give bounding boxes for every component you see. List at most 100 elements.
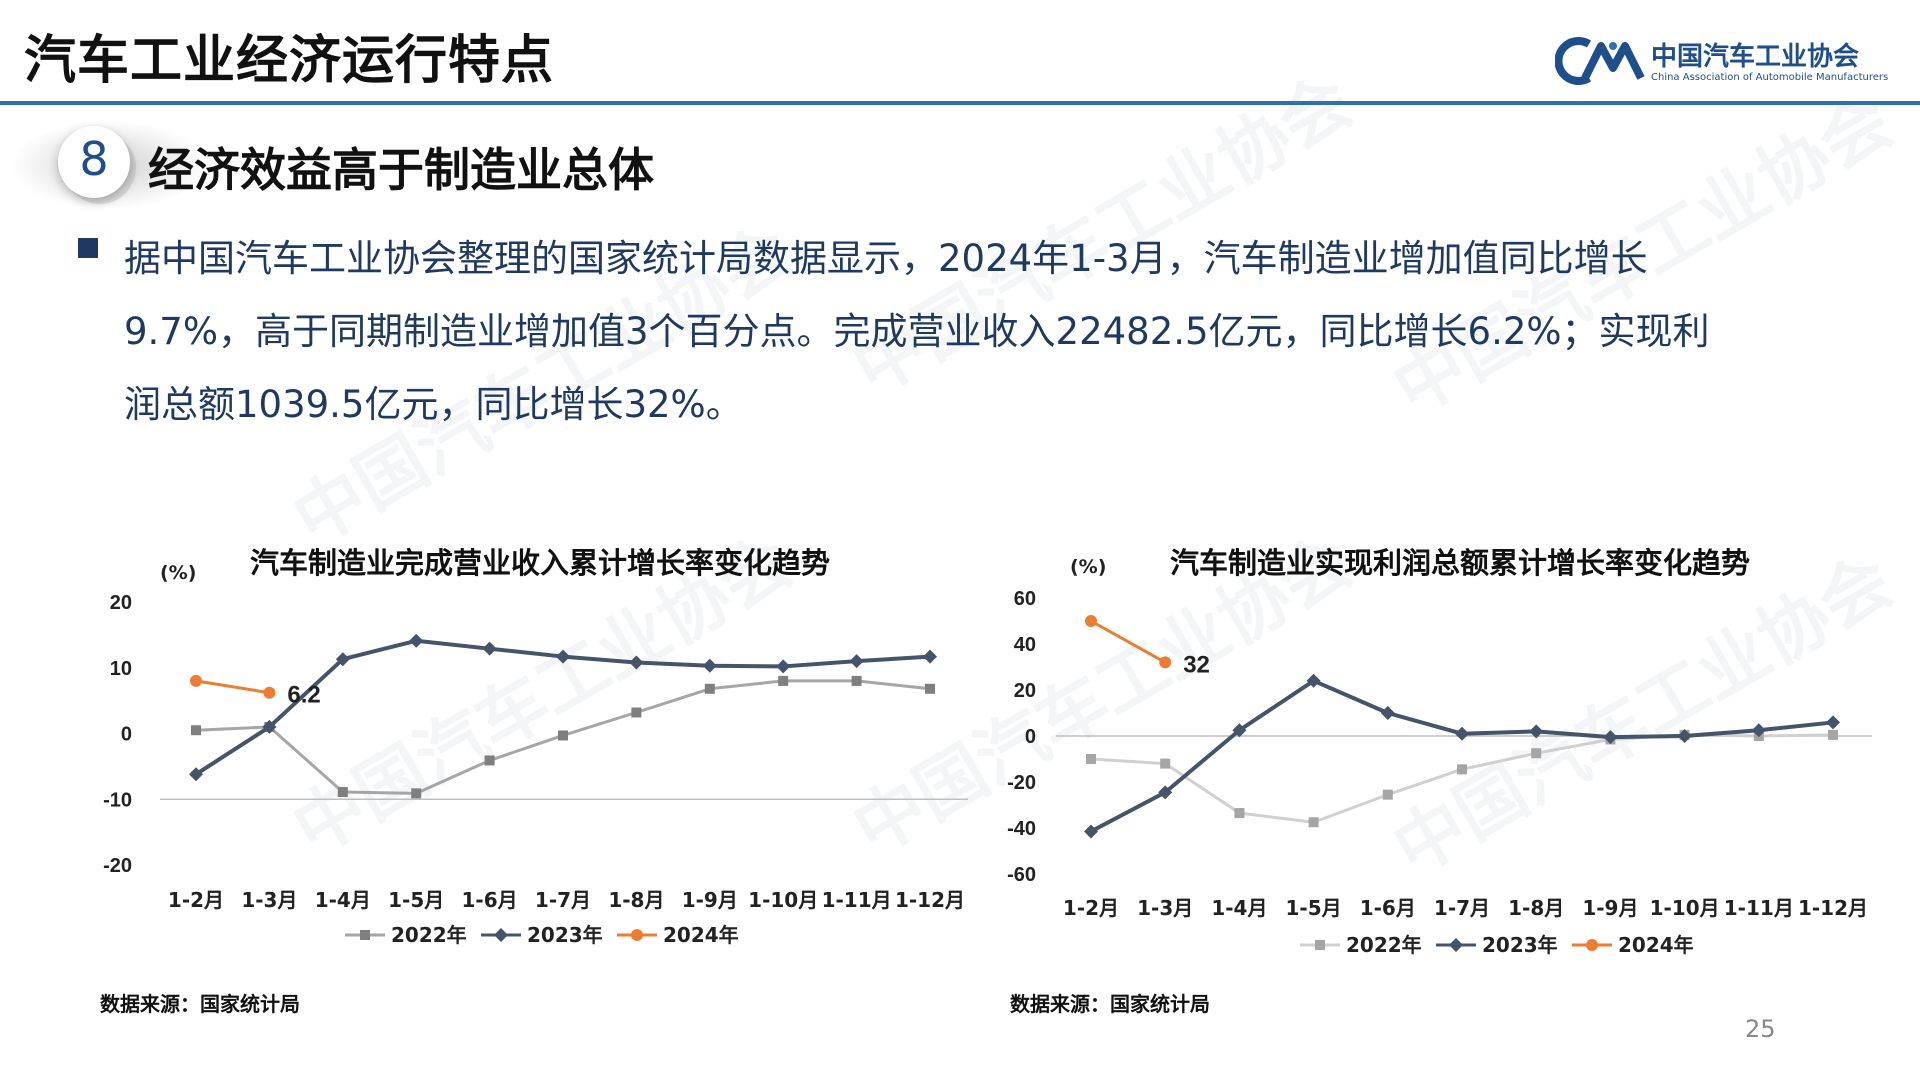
x-tick-label: 1-3月 [1137, 896, 1193, 920]
profit-chart: 汽车制造业实现利润总额累计增长率变化趋势 (%) 60 40 20 0 -20 -40 -6… [980, 520, 1920, 1020]
data-point [1159, 656, 1172, 669]
x-tick-label: 1-5月 [1286, 896, 1342, 920]
y-tick-label: 10 [110, 658, 132, 680]
legend-label: 2024年 [663, 923, 739, 947]
data-point [556, 649, 570, 664]
data-point [923, 649, 937, 664]
legend-label: 2022年 [391, 923, 467, 947]
y-tick-label: -60 [1007, 864, 1036, 886]
page-title: 汽车工业经济运行特点 [24, 31, 555, 91]
data-point [558, 730, 568, 741]
page-number: 25 [1745, 1015, 1776, 1043]
chart-title: 汽车制造业实现利润总额累计增长率变化趋势 [1170, 546, 1751, 580]
data-point [409, 633, 424, 648]
legend-label: 2024年 [1618, 933, 1694, 957]
data-point [1457, 764, 1467, 775]
data-label: 32 [1183, 651, 1210, 678]
logo: 中国汽车工业协会 China Association of Automobile… [1555, 34, 1915, 92]
x-tick-label: 1-9月 [682, 888, 738, 912]
legend-marker [1586, 939, 1598, 951]
data-point [1086, 754, 1096, 764]
data-point [1529, 724, 1544, 739]
x-tick-label: 1-5月 [388, 888, 444, 912]
data-point [335, 652, 350, 667]
profit-chart-plot: 60 40 20 0 -20 -40 -60 1-2月 1-3月 1-4月 1-5月 1-6月 1-7月… [1007, 588, 1872, 957]
series-line [1090, 619, 1166, 664]
header-divider [0, 101, 1920, 105]
x-tick-label: 1-10月 [748, 888, 818, 912]
data-point [851, 675, 862, 686]
data-point [337, 787, 348, 798]
legend-label: 2022年 [1346, 933, 1422, 957]
data-point [776, 659, 791, 674]
data-point [482, 641, 497, 656]
revenue-chart: 汽车制造业完成营业收入累计增长率变化趋势 (%) 20 10 0 -10 -20 1-2月… [0, 520, 980, 1020]
data-point [1085, 615, 1097, 627]
series-line [1090, 733, 1834, 824]
x-tick-label: 1-6月 [1360, 896, 1416, 920]
data-point [1160, 758, 1171, 769]
y-tick-label: 60 [1014, 588, 1036, 610]
data-point [1234, 808, 1245, 819]
body-line: 据中国汽车工业协会整理的国家统计局数据显示，2024年1-3月，汽车制造业增加值… [124, 237, 1648, 280]
y-tick-label: 0 [121, 724, 132, 746]
data-point [1308, 817, 1319, 828]
data-point [1084, 824, 1098, 839]
x-tick-label: 1-2月 [168, 888, 224, 912]
data-point [704, 683, 715, 694]
data-point [849, 654, 864, 669]
data-point [262, 719, 277, 734]
data-point [702, 658, 717, 673]
data-point [1828, 729, 1838, 740]
x-tick-label: 1-12月 [1798, 896, 1868, 920]
y-tick-label: -40 [1007, 818, 1036, 840]
data-point [411, 788, 422, 799]
data-point [263, 686, 276, 699]
y-tick-label: -10 [103, 789, 132, 811]
y-axis-unit: (%) [1070, 556, 1107, 578]
data-point [1382, 789, 1393, 800]
data-point [1455, 726, 1469, 741]
y-tick-label: 0 [1025, 726, 1036, 748]
x-tick-label: 1-8月 [608, 888, 664, 912]
legend-marker [1449, 938, 1463, 952]
legend-label: 2023年 [1482, 933, 1558, 957]
legend-label: 2023年 [527, 923, 603, 947]
data-point [631, 707, 642, 718]
legend-marker [360, 930, 370, 940]
x-tick-label: 1-11月 [1724, 896, 1794, 920]
data-point [1677, 729, 1692, 743]
cam-logo-icon [1555, 37, 1645, 85]
y-tick-label: -20 [103, 855, 132, 877]
data-point [484, 755, 495, 766]
x-tick-label: 1-4月 [1211, 896, 1267, 920]
x-tick-label: 1-9月 [1582, 896, 1638, 920]
data-point [190, 674, 202, 687]
chart-title: 汽车制造业完成营业收入累计增长率变化趋势 [250, 546, 831, 580]
y-tick-label: 20 [110, 592, 132, 614]
series-line [195, 679, 270, 695]
section-title: 经济效益高于制造业总体 [148, 143, 654, 197]
x-tick-label: 1-12月 [895, 888, 965, 912]
data-point [1158, 785, 1173, 800]
legend-marker [494, 928, 508, 942]
data-point [191, 725, 201, 736]
x-tick-label: 1-7月 [535, 888, 591, 912]
section-number-badge [58, 126, 130, 198]
data-label: 6.2 [287, 682, 320, 709]
legend-marker [631, 929, 643, 941]
body-line: 9.7%，高于同期制造业增加值3个百分点。完成营业收入22482.5亿元，同比增… [124, 310, 1710, 353]
data-source: 数据来源：国家统计局 [100, 992, 300, 1016]
data-point [778, 675, 789, 686]
section-heading: 8 经济效益高于制造业总体 [0, 110, 900, 210]
body-line: 润总额1039.5亿元，同比增长32%。 [124, 383, 743, 426]
data-point [1306, 673, 1321, 688]
logo-text-en: China Association of Automobile Manufact… [1651, 72, 1889, 83]
data-source: 数据来源：国家统计局 [1010, 992, 1210, 1016]
data-point [1380, 706, 1395, 720]
data-point [629, 655, 644, 670]
x-tick-label: 1-6月 [462, 888, 518, 912]
bullet-icon [78, 238, 98, 258]
data-point [925, 683, 935, 694]
logo-text-cn: 中国汽车工业协会 [1651, 42, 1860, 72]
